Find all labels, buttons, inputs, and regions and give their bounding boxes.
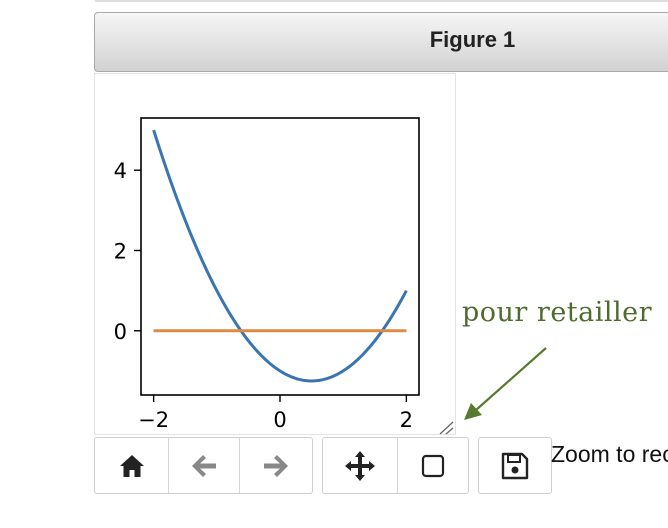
pan-button[interactable] <box>323 438 398 493</box>
zoom-rect-button[interactable] <box>398 438 468 493</box>
annotation-text: pour retailler <box>462 297 653 328</box>
resize-grip-icon[interactable] <box>437 419 455 435</box>
figure-titlebar[interactable]: Figure 1 <box>94 12 668 72</box>
series-line-0 <box>152 129 408 383</box>
figure-title: Figure 1 <box>429 27 516 52</box>
forward-button[interactable] <box>240 438 312 493</box>
interaction-tool-group <box>322 437 469 494</box>
status-message: Zoom to rect <box>551 441 668 467</box>
save-tool-group <box>478 437 552 494</box>
save-button[interactable] <box>479 438 551 493</box>
annotation-arrow <box>464 347 547 420</box>
back-button[interactable] <box>169 438 240 493</box>
top-divider <box>95 0 668 2</box>
y-tick-label: 2 <box>114 239 127 263</box>
figure-canvas[interactable]: −2 0 2 0 2 4 <box>94 73 456 435</box>
navigation-tool-group <box>94 437 313 494</box>
arrow-left-icon <box>191 454 216 477</box>
x-tick-label: 2 <box>400 408 413 432</box>
home-button[interactable] <box>95 438 170 493</box>
axes-frame <box>140 117 420 396</box>
x-tick-label: −2 <box>138 408 169 432</box>
plot-svg: −2 0 2 0 2 4 <box>114 117 420 432</box>
x-tick-label: 0 <box>273 408 286 432</box>
move-icon <box>344 450 375 481</box>
arrow-right-icon <box>263 454 288 477</box>
home-icon <box>119 454 144 477</box>
y-tick-label: 0 <box>114 320 127 344</box>
square-icon <box>421 454 445 477</box>
floppy-disk-icon <box>501 452 529 479</box>
y-tick-label: 4 <box>114 159 127 183</box>
